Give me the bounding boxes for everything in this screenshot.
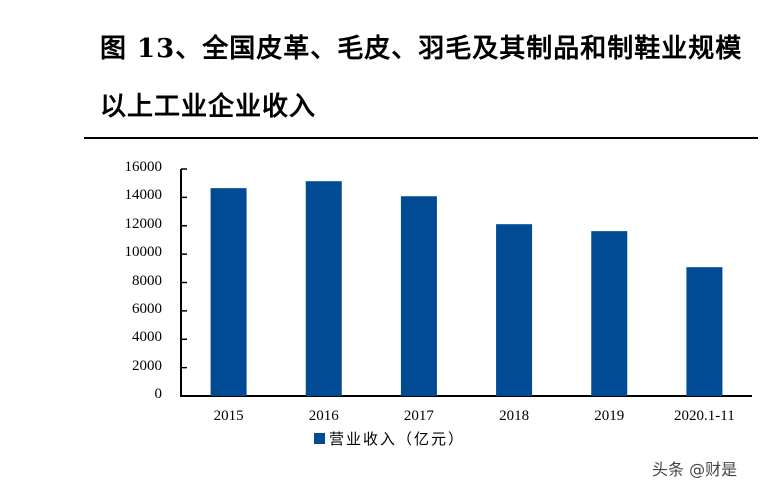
chart-title-line-1: 图 13、全国皮革、毛皮、羽毛及其制品和制鞋业规模 [100,34,743,64]
bar-2018 [496,224,533,396]
watermark: 头条 @财是 [652,460,738,479]
y-tick-label: 6000 [132,300,162,317]
x-tick-label: 2016 [308,408,339,424]
y-tick-label: 14000 [124,187,163,204]
y-tick-label: 8000 [132,272,162,289]
legend: 营业收入（亿元） [314,428,465,449]
x-tick-label: 2018 [499,408,530,424]
y-tick-label: 10000 [124,244,163,261]
x-tick-label: 2017 [403,408,434,424]
bar-2020.1-11 [686,267,723,396]
title-divider [84,137,758,139]
bar-2015 [210,188,247,396]
x-tick-label: 2020.1-11 [674,408,735,424]
y-tick-label: 2000 [132,357,162,374]
y-tick-label: 0 [154,386,163,402]
bar-2016 [305,181,342,396]
bar-2017 [400,196,437,396]
bar-2019 [591,231,628,396]
legend-swatch [314,433,325,444]
chart-title-line-2: 以上工业企业收入 [100,92,317,122]
y-tick-label: 16000 [124,159,163,175]
legend-label: 营业收入（亿元） [329,430,466,448]
y-tick-label: 4000 [132,329,162,346]
y-tick-label: 12000 [124,215,163,232]
x-tick-label: 2015 [213,408,244,424]
x-tick-label: 2019 [594,408,625,424]
